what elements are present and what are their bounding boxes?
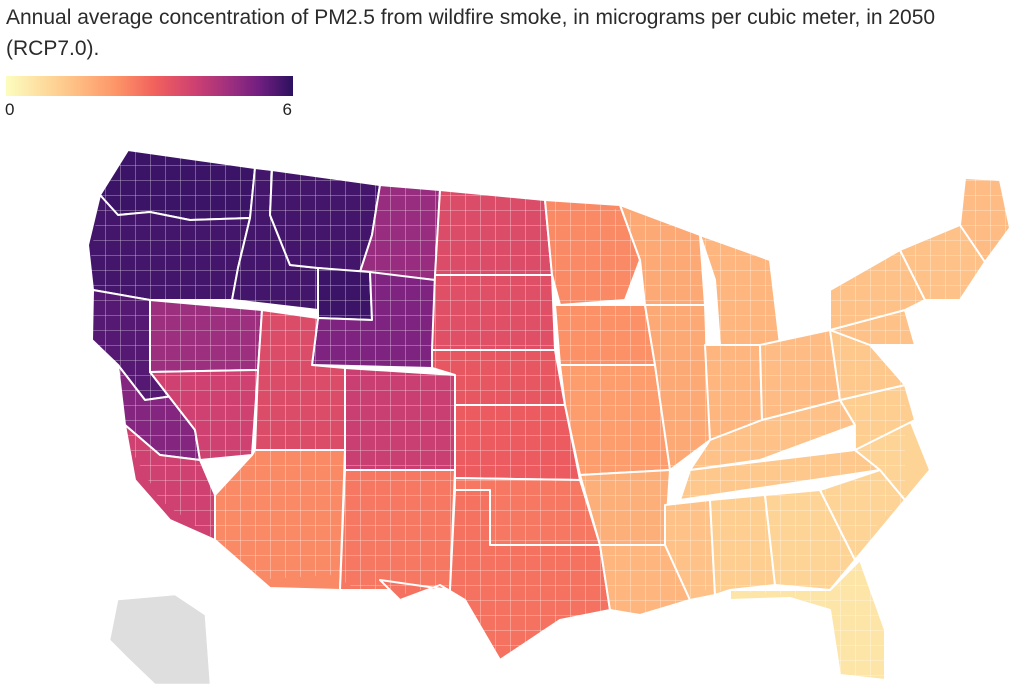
region-layer <box>87 149 1011 684</box>
region-missouri <box>559 364 671 476</box>
legend-max-label: 6 <box>282 100 292 119</box>
region-iowa <box>554 304 656 366</box>
region-wyoming-nw <box>317 267 373 321</box>
region-alabama <box>709 494 776 596</box>
legend-color-bar <box>6 76 293 96</box>
region-north-dakota <box>434 189 553 276</box>
legend-min-label: 0 <box>5 100 15 119</box>
region-montana-west <box>269 169 381 273</box>
region-south-dakota <box>431 274 556 351</box>
map-title: Annual average concentration of PM2.5 fr… <box>6 6 936 60</box>
region-michigan <box>699 234 781 346</box>
region-new-mexico <box>339 469 456 591</box>
color-legend: 0 6 <box>5 76 294 120</box>
region-alaska <box>109 594 211 684</box>
region-washington <box>99 149 256 221</box>
region-nevada-north <box>149 299 263 373</box>
region-arizona <box>214 449 346 591</box>
region-kansas <box>454 404 581 481</box>
region-colorado <box>344 367 456 471</box>
